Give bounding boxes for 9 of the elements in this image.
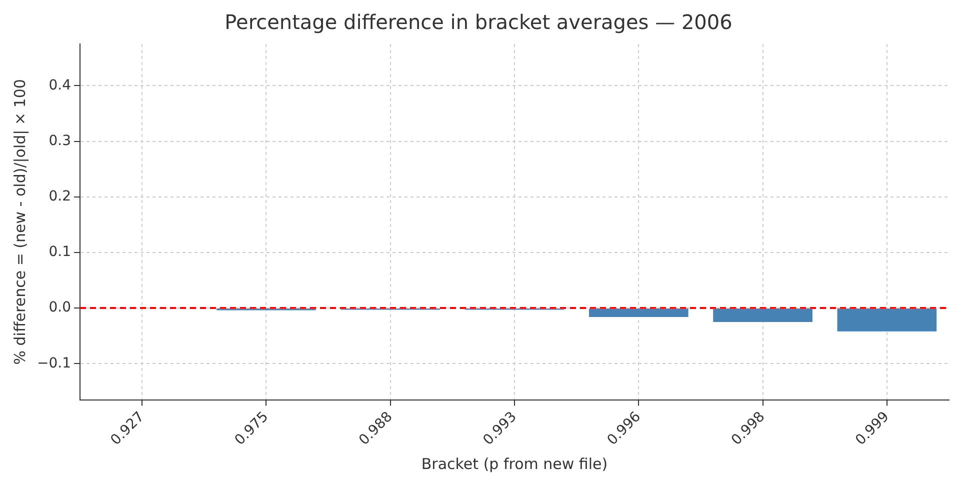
- y-tick-label: 0.4: [48, 77, 72, 94]
- y-tick-label: 0.0: [48, 300, 71, 316]
- y-tick-label: −0.1: [36, 355, 71, 372]
- y-axis-title: % difference = (new - old)/|old| × 100: [10, 79, 29, 365]
- y-tick-label: 0.1: [48, 244, 71, 260]
- chart-title: Percentage difference in bracket averages — 2006: [224, 10, 732, 34]
- y-tick-label: 0.2: [48, 188, 71, 205]
- y-tick-label: 0.3: [48, 132, 71, 149]
- x-axis-title: Bracket (p from new file): [421, 454, 608, 473]
